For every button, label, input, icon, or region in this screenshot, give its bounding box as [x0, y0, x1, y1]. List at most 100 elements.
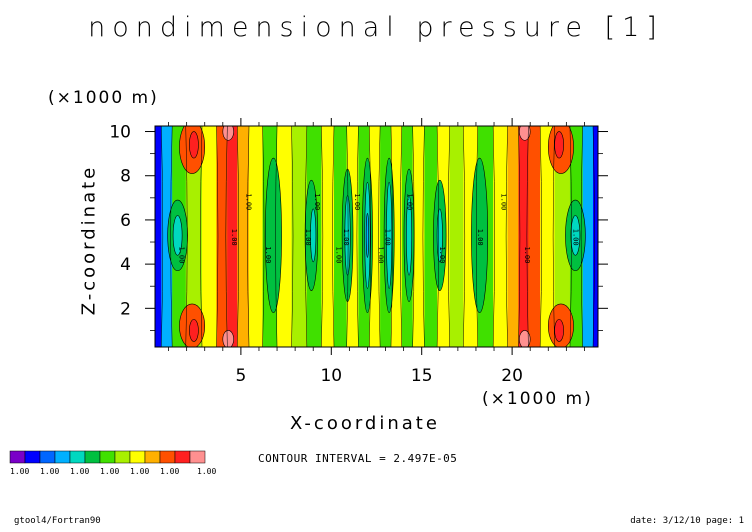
- contour-band: [277, 126, 293, 347]
- contour-band: [540, 126, 556, 347]
- contour-band: [334, 126, 348, 347]
- contour-region: [222, 330, 234, 347]
- contour-line: [185, 126, 188, 347]
- legend-label: 1.00: [100, 467, 119, 476]
- contour-region: [189, 319, 199, 342]
- legend-swatch: [99, 450, 116, 464]
- chart-title: nondimensional pressure [1]: [88, 12, 664, 43]
- contour-band: [582, 126, 594, 347]
- contour-interval-text: CONTOUR INTERVAL = 2.497E-05: [258, 452, 458, 465]
- contour-band: [412, 126, 425, 347]
- contour-line: [539, 126, 542, 347]
- y-tick-label: 4: [120, 255, 131, 275]
- legend-swatch: [159, 450, 176, 464]
- contour-band: [554, 126, 571, 347]
- contour-band: [155, 126, 162, 347]
- contour-line: [247, 126, 250, 347]
- contour-line: [305, 126, 308, 347]
- contour-label: 1.00: [230, 229, 238, 246]
- contour-band: [202, 126, 217, 347]
- contour-band: [424, 126, 438, 347]
- contour-band: [185, 126, 203, 347]
- contour-line: [436, 126, 439, 347]
- x-tick-label: 5: [235, 366, 246, 386]
- z-axis-unit: (×1000 m): [48, 88, 159, 108]
- contour-band: [518, 126, 529, 347]
- contour-label: 1.00: [304, 229, 312, 246]
- contour-region: [172, 215, 183, 256]
- contour-line: [378, 126, 381, 347]
- x-tick-label: 20: [501, 366, 523, 386]
- contour-label: 1.00: [177, 246, 185, 263]
- footer-date-page: date: 3/12/10 page: 1: [630, 516, 744, 526]
- legend-label: 1.00: [40, 467, 59, 476]
- plot-frame: [154, 125, 599, 348]
- legend-swatch: [129, 450, 146, 464]
- contour-region: [554, 319, 564, 342]
- contour-band: [161, 126, 173, 347]
- contour-line: [321, 126, 324, 347]
- contour-line: [262, 126, 265, 347]
- contour-region: [310, 208, 317, 263]
- contour-line: [580, 126, 583, 347]
- contour-line: [476, 126, 479, 347]
- contour-label: 1.00: [313, 193, 321, 210]
- legend-label: 1.00: [160, 467, 179, 476]
- x-tick-label: 10: [320, 366, 342, 386]
- contour-line: [291, 126, 294, 347]
- contour-region: [222, 126, 234, 141]
- contour-line: [552, 126, 555, 347]
- legend-label: 1.00: [70, 467, 89, 476]
- contour-band: [291, 126, 308, 347]
- y-tick-label: 10: [109, 123, 131, 143]
- contour-line: [356, 126, 359, 347]
- contour-line: [161, 126, 164, 347]
- legend-swatch: [189, 450, 206, 464]
- contour-region: [264, 157, 282, 314]
- contour-band: [216, 126, 228, 347]
- contour-line: [518, 126, 521, 347]
- contour-band: [390, 126, 403, 347]
- contour-label: 1.00: [405, 193, 413, 210]
- contour-line: [492, 126, 495, 347]
- contour-region: [406, 195, 413, 276]
- x-tick-label: 15: [411, 366, 433, 386]
- contour-line: [200, 126, 203, 347]
- contour-label: 1.00: [244, 193, 252, 210]
- contour-region: [519, 126, 531, 141]
- legend-swatch: [54, 450, 71, 464]
- contour-line: [216, 126, 219, 347]
- contour-band: [369, 126, 381, 347]
- legend-swatch: [114, 450, 131, 464]
- contour-region: [344, 195, 351, 276]
- legend-swatch: [144, 450, 161, 464]
- contour-band: [449, 126, 464, 347]
- contour-label: 1.00: [264, 246, 272, 263]
- legend-swatch: [9, 450, 26, 464]
- legend-swatch: [174, 450, 191, 464]
- contour-line: [170, 126, 173, 347]
- legend-label: 1.00: [130, 467, 149, 476]
- contour-line: [332, 126, 335, 347]
- contour-line: [275, 126, 278, 347]
- contour-line: [412, 126, 415, 347]
- legend-swatch: [84, 450, 101, 464]
- contour-line: [569, 126, 572, 347]
- contour-fill-group: 1.00 1.00 1.00 1.00 1.00 1.00 1.00 1.00 1.00 1.00…: [155, 126, 598, 347]
- contour-line: [225, 126, 228, 347]
- contour-label: 1.00: [523, 246, 531, 263]
- contour-label: 1.00: [499, 193, 507, 210]
- contour-line: [526, 126, 529, 347]
- contour-line: [400, 126, 403, 347]
- contour-band: [528, 126, 541, 347]
- contour-region: [471, 157, 489, 314]
- contour-line: [369, 126, 372, 347]
- y-tick-label: 6: [120, 211, 131, 231]
- contour-label: 1.00: [342, 229, 350, 246]
- contour-line: [505, 126, 508, 347]
- contour-region: [519, 330, 531, 347]
- contour-label: 1.00: [376, 246, 384, 263]
- contour-line: [422, 126, 425, 347]
- contour-label: 1.00: [353, 193, 361, 210]
